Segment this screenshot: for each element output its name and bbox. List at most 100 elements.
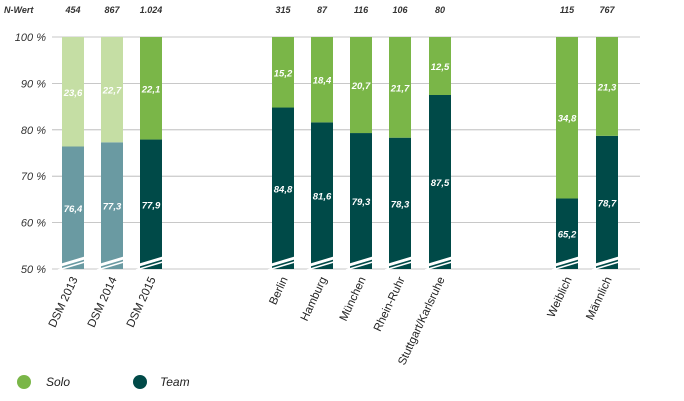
axis-break-mark: [135, 260, 167, 271]
axis-break-mark: [57, 255, 89, 268]
bar-team: [311, 122, 333, 269]
n-value: 867: [104, 5, 120, 15]
axis-break-mark: [384, 255, 416, 268]
legend: Solo Team: [17, 375, 190, 389]
category-label: München: [338, 275, 369, 323]
bar-group: 65,2 34,8: [551, 37, 583, 271]
axis-break-mark: [135, 255, 167, 268]
bar-solo: [62, 37, 84, 147]
bar-solo: [272, 37, 294, 108]
category-labels: DSM 2013 DSM 2014 DSM 2015 Berlin Hamburg Mün…: [47, 275, 615, 368]
data-label-team: 78,7: [598, 198, 617, 209]
n-value: 115: [560, 5, 575, 15]
bar-group: 87,5 12,5: [424, 37, 456, 271]
axis-break-mark: [591, 260, 623, 271]
data-label-solo: 34,8: [558, 114, 577, 125]
data-label-solo: 22,7: [102, 86, 122, 97]
n-values-row: N-Wert 454 867 1.024 315 87 116 106 80 115 767: [4, 5, 615, 15]
bar-solo: [596, 37, 618, 136]
category-label: Weiblich: [546, 275, 575, 319]
category-label: Berlin: [267, 275, 290, 307]
axis-break-mark: [306, 260, 338, 271]
axis-break-mark: [424, 255, 456, 268]
bar-team: [556, 198, 578, 269]
data-label-team: 77,3: [103, 202, 122, 213]
legend-label-solo: Solo: [46, 375, 70, 389]
axis-break-mark: [551, 260, 583, 271]
bars: 76,4 23,6 77,3 22,7 77,9 22,1 84,8 15,2 81,6 18,4…: [57, 37, 623, 271]
data-label-team: 77,9: [142, 200, 161, 211]
category-label: Stuttgart/Karlsruhe: [396, 275, 447, 367]
category-label: DSM 2015: [125, 275, 159, 329]
y-tick-label: 90 %: [21, 78, 46, 90]
axis-break-mark: [345, 255, 377, 268]
y-axis: 100 % 90 % 80 % 70 % 60 % 50 %: [15, 32, 46, 276]
n-value: 116: [354, 5, 369, 15]
axis-break-mark: [306, 255, 338, 268]
bar-team: [101, 142, 123, 269]
bar-solo: [101, 37, 123, 143]
data-label-solo: 22,1: [141, 84, 161, 95]
y-tick-label: 70 %: [21, 171, 46, 183]
n-value: 1.024: [140, 5, 163, 15]
category-label: Hamburg: [299, 275, 330, 323]
bar-team: [62, 146, 84, 269]
axis-break-mark: [345, 260, 377, 271]
data-label-solo: 21,7: [390, 83, 410, 94]
bar-group: 81,6 18,4: [306, 37, 338, 271]
n-value: 106: [392, 5, 408, 15]
bar-group: 84,8 15,2: [267, 37, 299, 271]
y-tick-label: 60 %: [21, 218, 46, 230]
data-label-solo: 20,7: [351, 81, 371, 92]
bar-solo: [311, 37, 333, 123]
bar-solo: [429, 37, 451, 95]
bar-team: [429, 95, 451, 269]
bar-team: [389, 137, 411, 269]
axis-break-mark: [384, 260, 416, 271]
bar-team: [272, 107, 294, 269]
category-label: Männlich: [584, 275, 614, 322]
axis-break-mark: [551, 255, 583, 268]
bar-group: 77,9 22,1: [135, 37, 167, 271]
data-label-team: 84,8: [274, 184, 293, 195]
bar-solo: [389, 37, 411, 138]
bar-team: [596, 135, 618, 269]
bar-team: [350, 133, 372, 269]
legend-swatch-team: [133, 375, 147, 389]
axis-break-mark: [96, 255, 128, 268]
bar-group: 79,3 20,7: [345, 37, 377, 271]
data-label-team: 81,6: [313, 192, 332, 203]
bar-solo: [140, 37, 162, 140]
legend-label-team: Team: [160, 375, 190, 389]
bar-group: 78,3 21,7: [384, 37, 416, 271]
bar-team: [140, 139, 162, 269]
category-label: DSM 2014: [86, 275, 120, 330]
y-tick-label: 80 %: [21, 125, 46, 137]
category-label: Rhein-Ruhr: [372, 275, 408, 334]
data-label-solo: 12,5: [431, 62, 450, 73]
bar-group: 78,7 21,3: [591, 37, 623, 271]
y-tick-label: 100 %: [15, 32, 46, 44]
data-label-solo: 18,4: [313, 76, 332, 87]
axis-break-mark: [424, 260, 456, 271]
n-value: 87: [317, 5, 328, 15]
bar-group: 76,4 23,6: [57, 37, 89, 271]
data-label-team: 79,3: [352, 197, 371, 208]
data-label-team: 65,2: [558, 230, 577, 241]
n-value: 315: [275, 5, 291, 15]
bar-solo: [350, 37, 372, 134]
axis-break-mark: [267, 255, 299, 268]
data-label-team: 87,5: [431, 178, 450, 189]
axis-break-mark: [96, 260, 128, 271]
axis-break-mark: [267, 260, 299, 271]
y-tick-label: 50 %: [21, 264, 46, 276]
n-label: N-Wert: [4, 5, 34, 15]
data-label-solo: 15,2: [274, 68, 293, 79]
data-label-solo: 23,6: [63, 88, 83, 99]
n-value: 767: [599, 5, 615, 15]
n-value: 80: [435, 5, 445, 15]
data-label-solo: 21,3: [597, 82, 617, 93]
bar-solo: [556, 37, 578, 199]
category-label: DSM 2013: [47, 275, 81, 329]
